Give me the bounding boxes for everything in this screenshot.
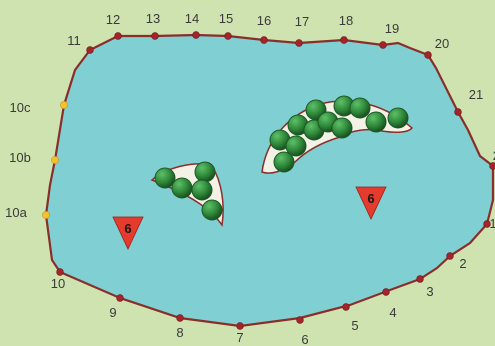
shoreline-labels: 12131415161718192021221234567891010a10b1… bbox=[5, 11, 495, 346]
tree-icon bbox=[201, 199, 223, 221]
shore-point-5 bbox=[342, 303, 350, 311]
shore-label-9: 9 bbox=[109, 305, 116, 320]
shore-point-8 bbox=[176, 314, 184, 322]
shore-point-11 bbox=[86, 46, 94, 54]
shore-point-4 bbox=[382, 288, 390, 296]
triangle-icon bbox=[355, 186, 387, 220]
depth-marker-label: 6 bbox=[367, 191, 374, 206]
shore-point-20 bbox=[424, 51, 432, 59]
shore-label-5: 5 bbox=[351, 318, 358, 333]
shore-label-8: 8 bbox=[176, 325, 183, 340]
shore-point-10a bbox=[42, 211, 50, 219]
shore-point-18 bbox=[340, 36, 348, 44]
shore-label-6: 6 bbox=[301, 332, 308, 346]
shore-point-17 bbox=[295, 39, 303, 47]
shore-label-12: 12 bbox=[106, 12, 120, 27]
lake-water bbox=[44, 33, 495, 328]
shore-point-3 bbox=[416, 275, 424, 283]
shore-label-10a: 10a bbox=[5, 205, 27, 220]
shore-point-15 bbox=[224, 32, 232, 40]
triangle-icon bbox=[112, 216, 144, 250]
tree-icon bbox=[331, 117, 353, 139]
shore-point-13 bbox=[151, 32, 159, 40]
shore-label-17: 17 bbox=[295, 14, 309, 29]
shore-label-3: 3 bbox=[426, 284, 433, 299]
shore-label-7: 7 bbox=[236, 330, 243, 345]
shore-point-9 bbox=[116, 294, 124, 302]
tree-icon bbox=[171, 177, 193, 199]
shore-point-16 bbox=[260, 36, 268, 44]
depth-marker-label: 6 bbox=[124, 221, 131, 236]
shore-point-10b bbox=[51, 156, 59, 164]
shore-label-21: 21 bbox=[469, 87, 483, 102]
depth-markers: 66 bbox=[112, 186, 387, 250]
shore-label-2: 2 bbox=[459, 256, 466, 271]
shore-label-10: 10 bbox=[51, 276, 65, 291]
shore-label-14: 14 bbox=[185, 11, 199, 26]
shore-point-12 bbox=[114, 32, 122, 40]
tree-icon bbox=[349, 97, 371, 119]
shore-point-10c bbox=[60, 101, 68, 109]
depth-marker: 6 bbox=[112, 216, 144, 250]
shore-point-6 bbox=[296, 316, 304, 324]
shore-point-10 bbox=[56, 268, 64, 276]
tree-icon bbox=[194, 161, 216, 183]
shore-point-7 bbox=[236, 322, 244, 330]
shore-label-4: 4 bbox=[389, 305, 396, 320]
shore-point-14 bbox=[192, 31, 200, 39]
shore-label-10b: 10b bbox=[9, 150, 31, 165]
shore-label-22: 22 bbox=[493, 148, 495, 163]
shore-label-1: 1 bbox=[489, 216, 495, 231]
shore-label-15: 15 bbox=[219, 11, 233, 26]
shore-label-18: 18 bbox=[339, 13, 353, 28]
shore-label-19: 19 bbox=[385, 21, 399, 36]
depth-marker: 6 bbox=[355, 186, 387, 220]
shore-label-11: 11 bbox=[67, 33, 81, 48]
tree-icon bbox=[191, 179, 213, 201]
shore-point-2 bbox=[446, 252, 454, 260]
shore-label-20: 20 bbox=[435, 36, 449, 51]
shore-label-10c: 10c bbox=[10, 100, 31, 115]
shore-point-19 bbox=[379, 41, 387, 49]
shore-label-16: 16 bbox=[257, 13, 271, 28]
tree-icon bbox=[154, 167, 176, 189]
shore-point-21 bbox=[454, 108, 462, 116]
tree-icon bbox=[273, 151, 295, 173]
tree-icon bbox=[365, 111, 387, 133]
shoreline-points bbox=[42, 31, 495, 330]
tree-icon bbox=[285, 135, 307, 157]
tree-clusters bbox=[154, 95, 409, 221]
shore-label-13: 13 bbox=[146, 11, 160, 26]
shore-point-22 bbox=[489, 162, 495, 170]
shore-point-1 bbox=[483, 220, 491, 228]
tree-icon bbox=[387, 107, 409, 129]
